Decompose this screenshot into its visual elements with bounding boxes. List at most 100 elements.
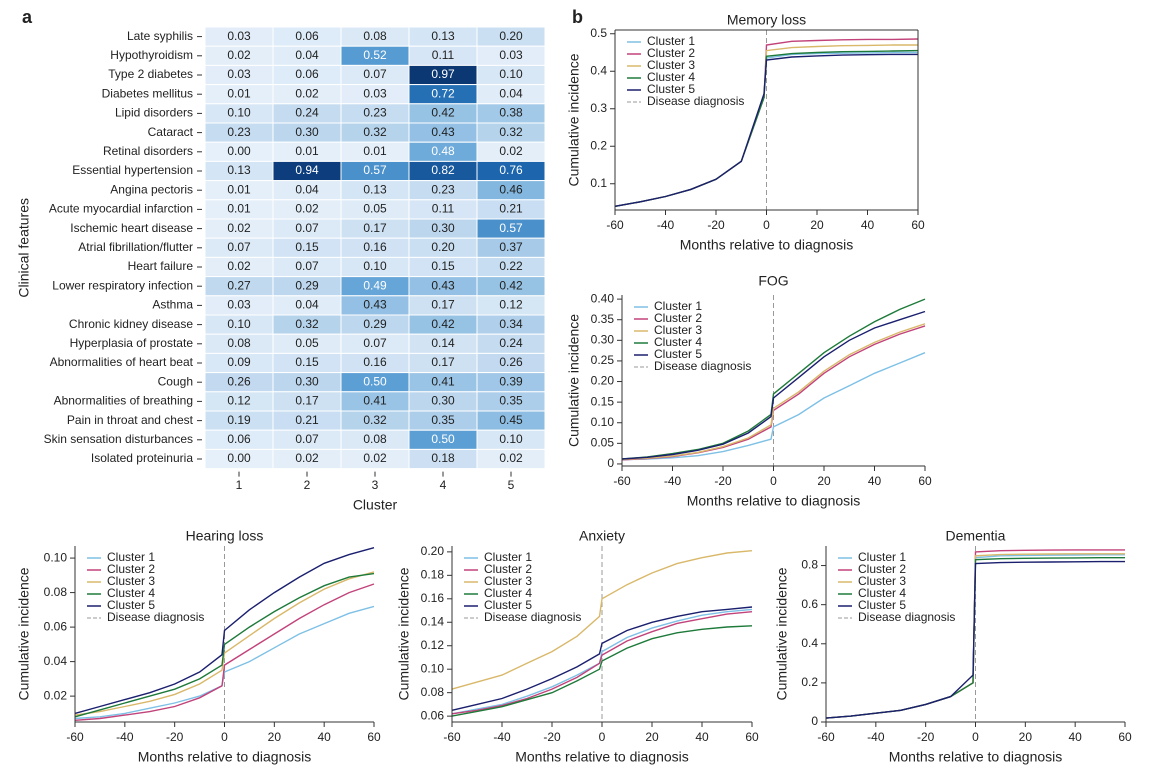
cell-label: 0.20	[431, 240, 455, 254]
x-tick-label: 0	[221, 730, 228, 744]
cell-label: 0.30	[431, 221, 455, 235]
legend-label: Cluster 1	[647, 34, 695, 48]
y-tick-label: 0.35	[591, 312, 615, 326]
y-tick-label: 0.04	[44, 654, 68, 668]
cell-label: 0.43	[431, 278, 455, 292]
row-label: Heart failure	[128, 259, 194, 273]
cell-label: 0.03	[499, 48, 523, 62]
cell-label: 0.06	[295, 29, 319, 43]
row-label: Chronic kidney disease	[69, 317, 193, 331]
cell-label: 0.12	[499, 298, 523, 312]
cell-label: 0.02	[227, 48, 251, 62]
cell-label: 0.23	[363, 106, 387, 120]
legend-label: Cluster 2	[858, 562, 906, 576]
legend-label: Cluster 5	[107, 598, 155, 612]
series-line	[451, 625, 753, 717]
x-tick-label: -60	[613, 474, 631, 488]
cell-label: 0.17	[295, 394, 319, 408]
cell-label: 0.08	[363, 29, 387, 43]
y-tick-label: 0.16	[421, 591, 445, 605]
chart-title: Hearing loss	[186, 528, 264, 544]
y-axis-label: Clinical features	[16, 198, 32, 298]
cell-label: 0.41	[431, 374, 455, 388]
row-label: Angina pectoris	[110, 182, 193, 196]
legend-label: Cluster 4	[858, 586, 906, 600]
cell-label: 0.00	[227, 144, 251, 158]
x-tick-label: 40	[317, 730, 331, 744]
cell-label: 0.02	[295, 451, 319, 465]
y-tick-label: 0.06	[421, 708, 445, 722]
y-axis-label: Cumulative incidence	[16, 567, 32, 700]
x-tick-label: 40	[868, 474, 882, 488]
x-axis-label: Months relative to diagnosis	[680, 237, 854, 253]
legend-label: Disease diagnosis	[858, 610, 955, 624]
cell-label: 0.07	[363, 67, 387, 81]
cell-label: 0.38	[499, 106, 523, 120]
cell-label: 0.30	[295, 125, 319, 139]
legend-label: Cluster 2	[647, 46, 695, 60]
legend-label: Cluster 2	[107, 562, 155, 576]
legend-label: Cluster 2	[484, 562, 532, 576]
legend-label: Cluster 2	[654, 311, 702, 325]
legend-label: Disease diagnosis	[107, 610, 204, 624]
cell-label: 0.10	[227, 106, 251, 120]
y-tick-label: 0.4	[801, 636, 818, 650]
legend-label: Cluster 1	[858, 550, 906, 564]
cell-label: 0.15	[431, 259, 455, 273]
cell-label: 0.24	[499, 336, 523, 350]
cell-label: 0.72	[431, 86, 455, 100]
x-tick-label: 0	[770, 474, 777, 488]
row-label: Hypothyroidism	[110, 48, 193, 62]
row-label: Late syphilis	[127, 29, 193, 43]
cell-label: 0.00	[227, 451, 251, 465]
panel-label: b	[572, 7, 583, 27]
cell-label: 0.32	[363, 413, 387, 427]
cell-label: 0.32	[363, 125, 387, 139]
cell-label: 0.07	[295, 259, 319, 273]
cell-label: 0.15	[295, 240, 319, 254]
cell-label: 0.32	[499, 125, 523, 139]
legend-label: Cluster 3	[647, 58, 695, 72]
cell-label: 0.50	[363, 374, 387, 388]
x-axis-label: Cluster	[353, 496, 398, 512]
cell-label: 0.37	[499, 240, 523, 254]
legend-label: Cluster 4	[647, 70, 695, 84]
series-line	[74, 583, 375, 721]
cell-label: 0.29	[363, 317, 387, 331]
y-axis-label: Cumulative incidence	[396, 567, 412, 700]
row-label: Pain in throat and chest	[67, 413, 194, 427]
row-label: Lipid disorders	[115, 106, 193, 120]
cell-label: 0.08	[363, 432, 387, 446]
y-tick-label: 0.40	[591, 291, 615, 305]
y-tick-label: 0.8	[801, 558, 818, 572]
cell-label: 0.02	[295, 202, 319, 216]
series-line	[74, 571, 375, 716]
cell-label: 0.17	[363, 221, 387, 235]
x-axis-label: Months relative to diagnosis	[687, 493, 861, 509]
cell-label: 0.26	[499, 355, 523, 369]
cell-label: 0.04	[295, 298, 319, 312]
cell-label: 0.13	[431, 29, 455, 43]
y-tick-label: 0.2	[801, 675, 818, 689]
cell-label: 0.11	[432, 202, 455, 216]
row-label: Cataract	[148, 125, 194, 139]
series-line	[74, 547, 375, 715]
x-tick-label: 20	[268, 730, 282, 744]
cell-label: 0.52	[363, 48, 387, 62]
cell-label: 0.23	[227, 125, 251, 139]
cell-label: 0.03	[363, 86, 387, 100]
cell-label: 0.76	[499, 163, 523, 177]
cell-label: 0.57	[363, 163, 387, 177]
cell-label: 0.35	[499, 394, 523, 408]
y-tick-label: 0.14	[421, 614, 445, 628]
x-tick-label: -40	[664, 474, 682, 488]
legend-label: Cluster 3	[107, 574, 155, 588]
cell-label: 0.46	[499, 182, 523, 196]
x-tick-label: 40	[861, 218, 875, 232]
legend-label: Cluster 1	[484, 550, 532, 564]
y-tick-label: 0	[811, 714, 818, 728]
x-tick-label: -20	[917, 730, 935, 744]
cell-label: 0.07	[227, 240, 251, 254]
y-tick-label: 0.05	[591, 436, 615, 450]
